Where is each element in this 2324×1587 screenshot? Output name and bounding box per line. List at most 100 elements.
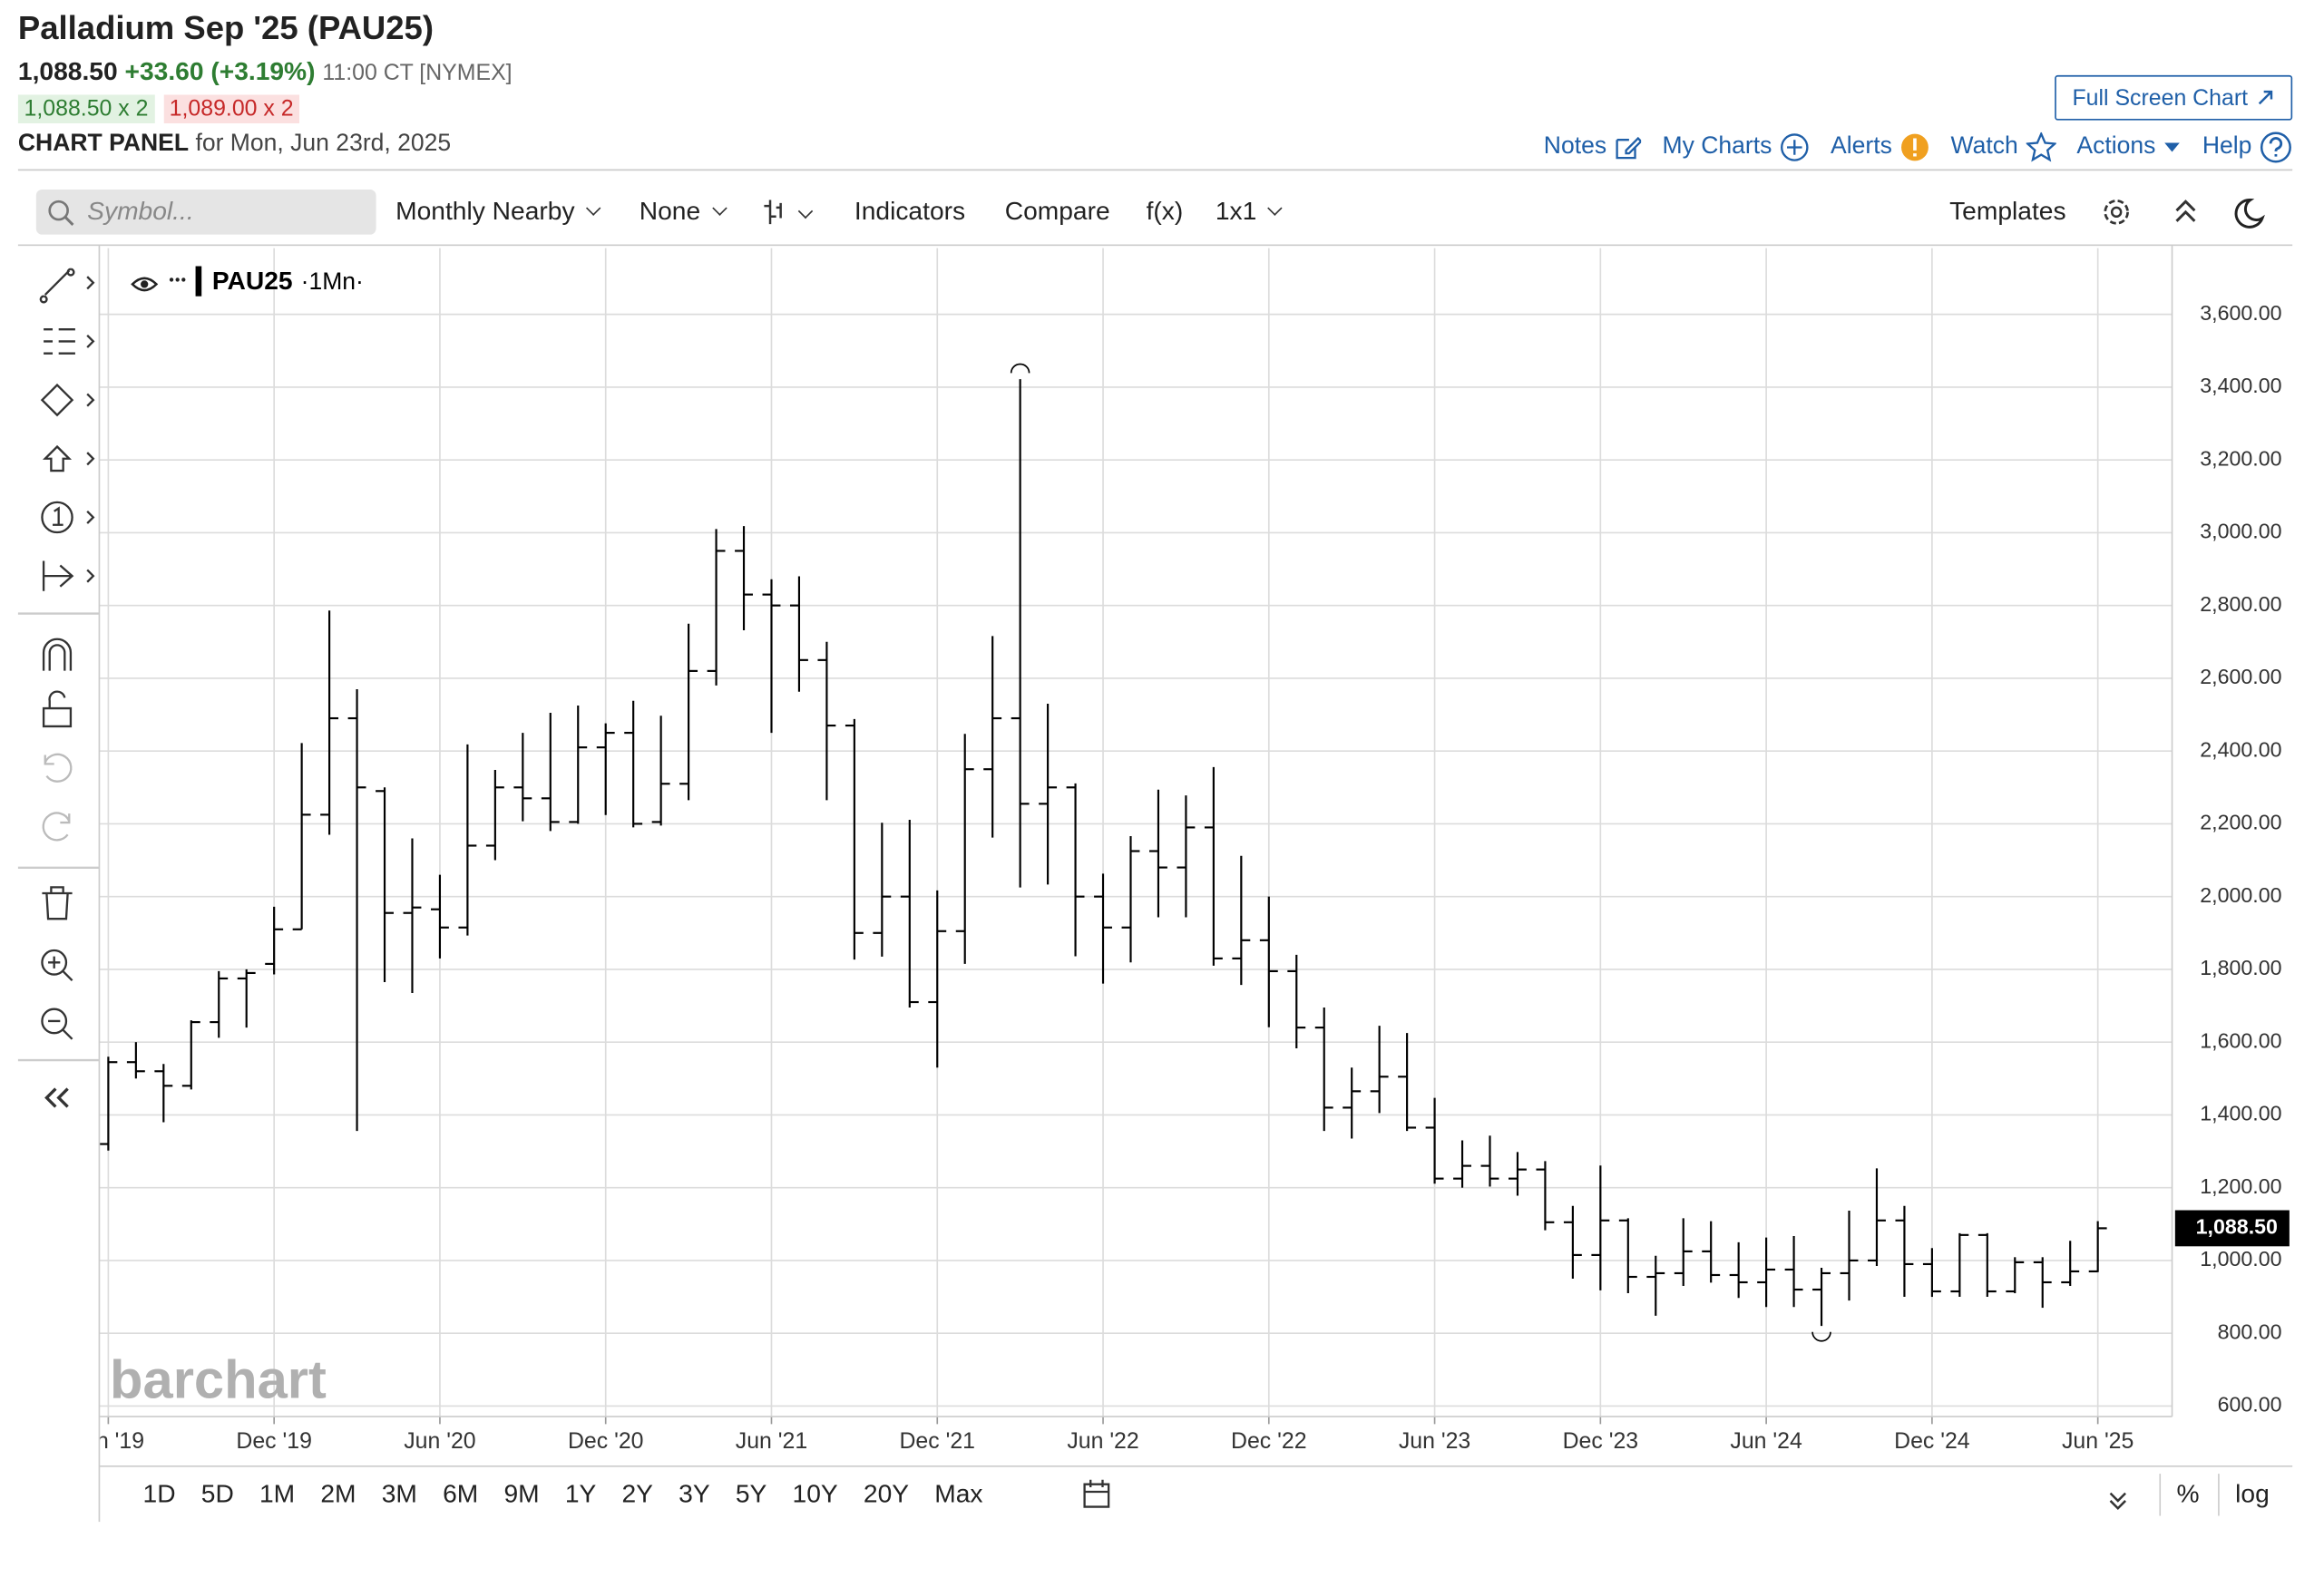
marker-tool[interactable] bbox=[41, 501, 73, 534]
redo[interactable] bbox=[42, 812, 71, 842]
my-charts-link[interactable]: My Charts bbox=[1662, 132, 1809, 162]
help-link[interactable]: Help bbox=[2202, 131, 2292, 163]
dropdown-icon bbox=[2164, 142, 2180, 152]
date-range-icon[interactable] bbox=[1083, 1479, 1110, 1508]
y-tick-label: 2,000.00 bbox=[2200, 883, 2281, 907]
watch-link[interactable]: Watch bbox=[1950, 131, 2056, 162]
shape-tool[interactable] bbox=[40, 383, 95, 417]
magnet-tool[interactable] bbox=[42, 638, 73, 671]
x-tick-label: Dec '23 bbox=[1563, 1428, 1639, 1454]
y-tick-label: 3,200.00 bbox=[2200, 446, 2281, 470]
add-icon bbox=[1780, 133, 1809, 161]
notes-link[interactable]: Notes bbox=[1543, 133, 1642, 161]
link-text[interactable]: My Charts bbox=[1662, 133, 1772, 160]
link-text[interactable]: Notes bbox=[1543, 133, 1607, 160]
y-tick-label: 2,800.00 bbox=[2200, 592, 2281, 616]
y-tick-label: 2,200.00 bbox=[2200, 811, 2281, 834]
fib-tool[interactable] bbox=[44, 327, 95, 355]
x-tick-label: Jun '20 bbox=[404, 1428, 475, 1454]
panel-line: CHART PANEL for Mon, Jun 23rd, 2025 bbox=[18, 131, 451, 158]
drawing-tools[interactable] bbox=[17, 268, 100, 1108]
chart-type-menu[interactable] bbox=[763, 197, 814, 227]
eye-icon bbox=[141, 280, 149, 288]
bar-type-icon bbox=[764, 200, 782, 225]
period-buttons: 1D 5D 1M 2M 3M 6M 9M 1Y 2Y 3Y 5Y 10Y 20Y Max bbox=[130, 1480, 995, 1510]
layout-menu[interactable]: 1x1 bbox=[1215, 197, 1284, 227]
link-text[interactable]: Help bbox=[2202, 133, 2252, 160]
eye-icon[interactable] bbox=[131, 277, 159, 292]
actions-link[interactable]: Actions bbox=[2076, 134, 2181, 161]
templates-button[interactable]: Templates bbox=[1949, 197, 2066, 226]
period-button[interactable]: 9M bbox=[503, 1479, 540, 1509]
period-button[interactable]: 6M bbox=[443, 1479, 479, 1509]
period-button[interactable]: 1D bbox=[142, 1479, 176, 1509]
y-tick-label: 600.00 bbox=[2218, 1393, 2282, 1417]
undo[interactable] bbox=[44, 753, 73, 783]
period-button[interactable]: 5Y bbox=[735, 1479, 767, 1509]
y-tick-label: 3,600.00 bbox=[2200, 301, 2281, 325]
period-button[interactable]: 1M bbox=[259, 1479, 296, 1509]
zoom-out[interactable] bbox=[41, 1008, 73, 1040]
link-text[interactable]: Watch bbox=[1950, 133, 2018, 160]
nav-links: Notes My Charts Alerts Watch Actions Hel… bbox=[1544, 131, 2292, 163]
menu-text[interactable]: None bbox=[639, 197, 701, 226]
period-button[interactable]: 20Y bbox=[863, 1479, 910, 1509]
collapse-icon[interactable] bbox=[2175, 200, 2196, 222]
marker-glyph bbox=[53, 506, 95, 526]
period-button[interactable]: 3M bbox=[381, 1479, 417, 1509]
period-button[interactable]: 2M bbox=[320, 1479, 356, 1509]
link-text[interactable]: Actions bbox=[2076, 133, 2156, 160]
aggregation-menu[interactable]: Monthly Nearby bbox=[395, 197, 601, 227]
period-button[interactable]: 10Y bbox=[792, 1479, 838, 1509]
menu-text[interactable]: 1x1 bbox=[1215, 197, 1257, 226]
x-tick-label: Dec '20 bbox=[568, 1428, 644, 1454]
period-button[interactable]: 5D bbox=[200, 1479, 234, 1509]
legend-symbol: PAU25 bbox=[212, 266, 293, 295]
grid bbox=[99, 248, 2173, 1417]
collapse-tools[interactable] bbox=[44, 1087, 69, 1108]
period-button[interactable]: 1Y bbox=[564, 1479, 597, 1509]
y-tick-label: 1,800.00 bbox=[2200, 956, 2281, 979]
theme-icon[interactable] bbox=[2234, 199, 2265, 229]
percent-toggle[interactable]: % bbox=[2176, 1479, 2200, 1509]
x-tick-label: Dec '19 bbox=[236, 1428, 312, 1454]
panel-date: for Mon, Jun 23rd, 2025 bbox=[195, 131, 452, 157]
menu-text[interactable]: Monthly Nearby bbox=[395, 197, 575, 226]
series-swatch bbox=[195, 266, 202, 297]
full-screen-label[interactable]: Full Screen Chart bbox=[2072, 84, 2249, 111]
bid: 1,088.50 x 2 bbox=[17, 94, 155, 123]
study-menu[interactable]: None bbox=[639, 197, 727, 227]
y-tick-label: 3,000.00 bbox=[2200, 520, 2281, 543]
y-tick-label: 2,400.00 bbox=[2200, 737, 2281, 761]
settings-icon[interactable] bbox=[2104, 200, 2129, 225]
legend: PAU25 ·1Mn· bbox=[131, 266, 364, 297]
delete-tool[interactable] bbox=[42, 886, 73, 920]
y-tick-label: 1,000.00 bbox=[2200, 1247, 2281, 1271]
more-icon[interactable] bbox=[169, 277, 174, 282]
full-screen-button[interactable]: Full Screen Chart bbox=[2055, 74, 2293, 121]
period-button[interactable]: 2Y bbox=[621, 1479, 653, 1509]
alerts-link[interactable]: Alerts bbox=[1831, 132, 1929, 162]
last-price-label: 1,088.50 bbox=[2196, 1215, 2278, 1239]
link-text[interactable]: Alerts bbox=[1831, 133, 1892, 160]
period-button[interactable]: 3Y bbox=[679, 1479, 710, 1509]
arrow-tool[interactable] bbox=[42, 444, 95, 472]
compare-button[interactable]: Compare bbox=[1004, 197, 1110, 226]
period-button[interactable]: Max bbox=[934, 1479, 983, 1509]
lock-tool[interactable] bbox=[42, 690, 73, 728]
zoom-in[interactable] bbox=[41, 949, 73, 981]
measure-tool[interactable] bbox=[42, 560, 95, 591]
trend-tool[interactable] bbox=[39, 268, 95, 304]
x-tick-label: Jun '23 bbox=[1399, 1428, 1470, 1454]
panel-label: CHART PANEL bbox=[17, 131, 190, 157]
log-toggle[interactable]: log bbox=[2235, 1479, 2270, 1509]
more-periods[interactable] bbox=[2109, 1492, 2126, 1510]
symbol-search[interactable]: Symbol... bbox=[35, 189, 376, 235]
x-axis: Jun '19 Dec '19 Jun '20 Dec '20 Jun '21 Dec '… bbox=[99, 1417, 2134, 1454]
function-button[interactable]: f(x) bbox=[1146, 197, 1184, 226]
alert-icon bbox=[1900, 133, 1929, 161]
y-tick-label: 3,400.00 bbox=[2200, 374, 2281, 397]
indicators-button[interactable]: Indicators bbox=[854, 197, 966, 226]
search-placeholder[interactable]: Symbol... bbox=[87, 197, 194, 226]
y-tick-label: 1,600.00 bbox=[2200, 1028, 2281, 1052]
